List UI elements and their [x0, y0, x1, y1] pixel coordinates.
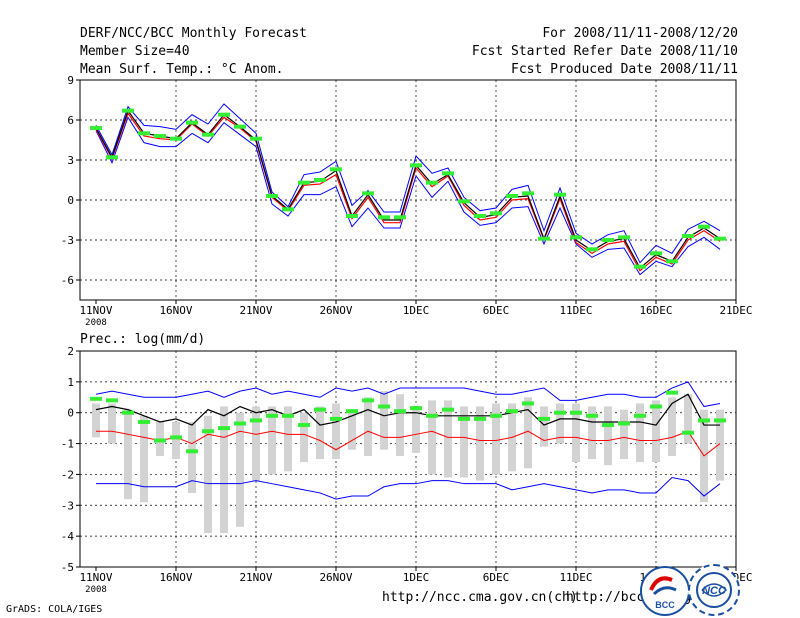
prec-box: [316, 406, 324, 459]
prec-box: [396, 394, 404, 456]
bcc-logo: BCC: [640, 566, 690, 616]
temp-mean-line: [95, 109, 721, 269]
temp-xtick-label: 1DEC: [403, 304, 430, 317]
forecast-period: For 2008/11/11-2008/12/20: [542, 26, 738, 41]
prec-ytick-label: 2: [67, 345, 74, 358]
member-size: Member Size=40: [80, 44, 190, 59]
prec-ytick-label: 1: [67, 376, 74, 389]
prec-ytick-label: 0: [67, 407, 74, 420]
prec-box: [636, 403, 644, 463]
prec-box: [284, 406, 292, 472]
prec-box: [492, 403, 500, 475]
prec-box: [172, 421, 180, 459]
ncc-emblem-icon: NCC: [696, 572, 732, 608]
prec-box: [572, 403, 580, 463]
prec-box: [556, 403, 564, 444]
prec-box: [364, 397, 372, 456]
prec-xtick-label: 2008: [85, 585, 107, 595]
prec-box: [444, 400, 452, 478]
prec-ytick-label: -1: [61, 438, 74, 451]
prec-box: [524, 397, 532, 469]
url-ncc[interactable]: http://ncc.cma.gov.cn(ch): [382, 590, 578, 605]
temp-lower-line: [95, 116, 721, 276]
prec-box: [716, 409, 724, 481]
prec-xtick-label: 11DEC: [559, 571, 592, 584]
prec-mean-line: [95, 393, 720, 426]
prec-upper-line: [95, 381, 721, 408]
temp-ytick-label: 9: [67, 74, 74, 87]
ncc-logo-text: NCC: [702, 585, 727, 597]
prec-box: [140, 415, 148, 503]
temp-frame: [79, 79, 737, 301]
prec-box: [332, 403, 340, 459]
prec-box: [460, 406, 468, 478]
prec-red-line: [96, 430, 721, 457]
prec-box: [124, 409, 132, 500]
prec-box: [220, 406, 228, 534]
prec-xtick-label: 1DEC: [403, 571, 430, 584]
ncc-logo: NCC: [688, 564, 740, 616]
prec-box: [188, 421, 196, 493]
variable-label: Mean Surf. Temp.: °C Anom.: [80, 62, 284, 77]
prec-box: [204, 415, 212, 534]
temp-xtick-label: 2008: [85, 318, 107, 328]
prec-title: Prec.: log(mm/d): [80, 332, 205, 347]
temp-ytick-label: 3: [67, 154, 74, 167]
temp-xtick-label: 21DEC: [719, 304, 752, 317]
prec-xtick-label: 6DEC: [483, 571, 510, 584]
bcc-logo-text: BCC: [655, 600, 675, 610]
prec-box: [540, 406, 548, 447]
prec-box: [476, 406, 484, 481]
temp-xtick-label: 16DEC: [639, 304, 672, 317]
prec-xtick-label: 16NOV: [159, 571, 192, 584]
temp-spread-line: [95, 112, 721, 272]
prec-box: [668, 397, 676, 456]
temp-ytick-label: 0: [67, 194, 74, 207]
prec-box: [348, 409, 356, 450]
temp-xtick-label: 11NOV: [79, 304, 112, 317]
prec-ytick-label: -2: [61, 468, 74, 481]
temp-xtick-label: 16NOV: [159, 304, 192, 317]
temp-xtick-label: 26NOV: [319, 304, 352, 317]
temp-xtick-label: 6DEC: [483, 304, 510, 317]
prec-box: [380, 391, 388, 450]
temp-xtick-label: 11DEC: [559, 304, 592, 317]
prec-box: [412, 406, 420, 453]
temp-ytick-label: -3: [61, 234, 74, 247]
prec-xtick-label: 11NOV: [79, 571, 112, 584]
bcc-emblem-icon: BCC: [649, 576, 677, 610]
prec-box: [684, 394, 692, 444]
prec-ytick-label: -3: [61, 499, 74, 512]
prec-box: [236, 412, 244, 527]
grads-credit: GrADS: COLA/IGES: [6, 604, 103, 615]
temp-ytick-label: -6: [61, 274, 74, 287]
prec-ytick-label: -4: [61, 530, 75, 543]
prec-lower-line: [96, 476, 721, 500]
prec-xtick-label: 26NOV: [319, 571, 352, 584]
prec-box: [604, 406, 612, 466]
prec-box: [428, 400, 436, 475]
temp-xtick-label: 21NOV: [239, 304, 272, 317]
produced-date: Fcst Produced Date 2008/11/11: [511, 62, 738, 77]
prec-ytick-label: -5: [61, 561, 74, 574]
chart-title: DERF/NCC/BCC Monthly Forecast: [80, 26, 307, 41]
temp-upper-line: [95, 103, 721, 264]
prec-box: [300, 412, 308, 463]
started-date: Fcst Started Refer Date 2008/11/10: [471, 44, 738, 59]
prec-box: [252, 406, 260, 481]
prec-box: [92, 403, 100, 438]
prec-box: [652, 400, 660, 463]
prec-box: [588, 406, 596, 459]
prec-box: [620, 409, 628, 459]
prec-box: [268, 406, 276, 475]
prec-frame: [79, 350, 737, 568]
prec-box: [108, 403, 116, 444]
prec-xtick-label: 21NOV: [239, 571, 272, 584]
temp-ytick-label: 6: [67, 114, 74, 127]
